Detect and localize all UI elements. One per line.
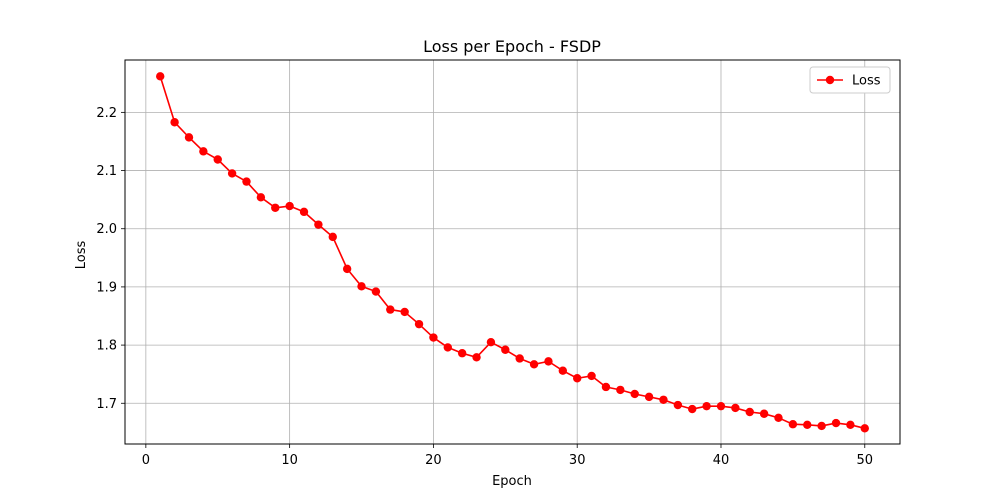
data-point [501, 345, 510, 354]
data-point [414, 319, 424, 329]
x-tick-label: 20 [425, 453, 442, 468]
data-point [544, 357, 553, 366]
data-point [788, 420, 798, 429]
data-point [731, 403, 740, 413]
legend-label: Loss [852, 74, 881, 89]
legend: Loss [809, 66, 891, 94]
y-axis-label: Loss [74, 241, 89, 270]
chart-title: Loss per Epoch - FSDP [423, 37, 601, 56]
data-point [357, 282, 366, 291]
legend-box [809, 66, 891, 94]
data-point [673, 400, 683, 410]
data-point [860, 424, 869, 433]
x-tick-label: 40 [713, 453, 730, 468]
data-point [831, 418, 841, 428]
y-tick-label: 1.8 [96, 339, 117, 354]
data-point [271, 203, 280, 212]
data-point [529, 360, 539, 369]
data-point [227, 169, 237, 178]
series-layer [156, 72, 869, 433]
data-point [457, 349, 467, 358]
data-point [759, 409, 769, 418]
x-tick-label: 50 [856, 453, 873, 468]
data-point [644, 392, 654, 402]
data-point [817, 421, 826, 431]
data-point [472, 353, 481, 362]
data-point [846, 420, 855, 429]
data-point [199, 147, 208, 156]
data-point [256, 193, 266, 202]
data-point [803, 420, 812, 429]
data-point [328, 232, 337, 242]
data-point [342, 264, 352, 274]
data-point [400, 307, 409, 317]
data-point [745, 407, 754, 417]
data-point [573, 374, 582, 383]
data-point [630, 389, 639, 399]
data-point [299, 207, 309, 217]
data-point [587, 371, 596, 381]
data-point [156, 72, 165, 81]
data-point [558, 366, 568, 375]
plot-frame [124, 59, 901, 445]
data-point [371, 287, 381, 296]
data-point [702, 401, 711, 411]
y-tick-label: 2.0 [96, 222, 117, 237]
y-tick-label: 1.9 [96, 280, 117, 295]
x-tick-label: 10 [281, 453, 298, 468]
y-tick-label: 2.1 [96, 164, 117, 179]
y-tick-label: 2.2 [96, 106, 117, 121]
axis-ticks: 0 10 20 30 40 50 1.7 1.8 1.9 2.0 2.1 2.2 [96, 106, 873, 468]
legend-marker-swatch [825, 75, 835, 85]
data-point [601, 382, 611, 392]
data-point [184, 133, 194, 142]
data-point [314, 220, 323, 229]
data-point [285, 201, 294, 211]
data-point [716, 401, 726, 411]
data-point [242, 177, 251, 186]
data-point [616, 385, 625, 395]
data-point [515, 354, 524, 363]
data-point [386, 305, 395, 314]
data-point [443, 343, 452, 352]
x-tick-label: 0 [142, 453, 150, 468]
data-point [429, 333, 438, 342]
data-point [774, 413, 783, 423]
data-point [170, 118, 179, 127]
grid-lines [125, 60, 900, 444]
data-point [486, 337, 496, 347]
x-axis-label: Epoch [492, 474, 532, 489]
data-point [213, 155, 222, 164]
data-point [688, 404, 697, 414]
data-point [659, 395, 668, 404]
y-tick-label: 1.7 [96, 397, 117, 412]
x-tick-label: 30 [569, 453, 586, 468]
series-line-loss [159, 76, 865, 430]
